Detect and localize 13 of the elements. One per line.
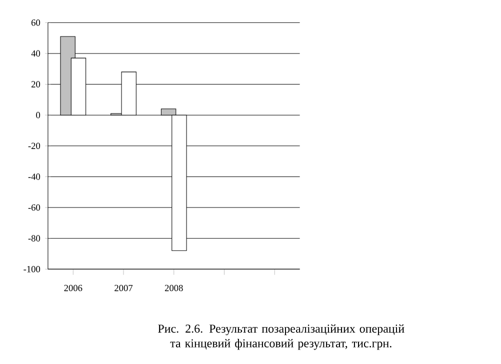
- y-tick-label: -100: [24, 266, 40, 272]
- y-tick-label: -80: [28, 235, 40, 242]
- x-tick-label: 2008: [164, 284, 183, 292]
- y-tick-label: -60: [28, 204, 40, 211]
- y-tick-label: 0: [36, 112, 40, 118]
- y-tick-label: 20: [32, 81, 40, 88]
- text: Рис. 2.6. Результат позареалізаційних операцій та кінцевий фінансовий результат, тис.грн.: [158, 324, 404, 350]
- y-tick-label: -20: [28, 142, 40, 150]
- y-tick-label: 60: [31, 20, 40, 26]
- y-tick-label: -40: [28, 174, 40, 180]
- x-tick-label: 2006: [64, 284, 82, 292]
- y-tick-label: 40: [31, 50, 40, 57]
- x-tick-label: 2007: [114, 284, 133, 292]
